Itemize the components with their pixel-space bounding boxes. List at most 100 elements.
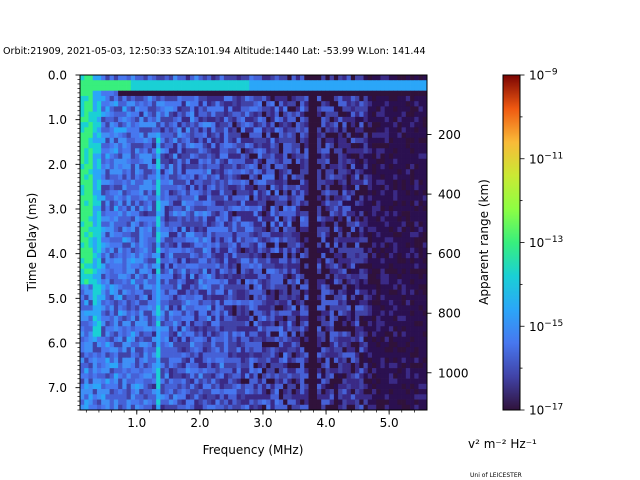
heatmap-cell	[198, 368, 204, 374]
heatmap-cell	[168, 111, 174, 118]
heatmap-cell	[190, 205, 195, 212]
heatmap-cell	[270, 352, 276, 358]
heatmap-cell	[283, 336, 288, 343]
heatmap-cell	[295, 179, 301, 186]
heatmap-cell	[397, 268, 402, 275]
heatmap-cell	[376, 179, 381, 186]
heatmap-cell	[363, 174, 369, 181]
heatmap-cell	[376, 321, 381, 327]
heatmap-cell	[266, 205, 271, 212]
heatmap-cell	[422, 273, 428, 280]
heatmap-cell	[223, 179, 229, 186]
heatmap-cell	[236, 195, 242, 201]
heatmap-cell	[355, 321, 360, 327]
heatmap-cell	[223, 389, 229, 395]
heatmap-cell	[215, 143, 220, 149]
heatmap-cell	[342, 341, 347, 348]
heatmap-cell	[223, 80, 229, 86]
heatmap-cell	[278, 352, 284, 358]
heatmap-cell	[105, 252, 110, 259]
heatmap-cell	[88, 378, 94, 385]
heatmap-cell	[338, 279, 343, 285]
heatmap-cell	[164, 378, 170, 385]
heatmap-cell	[316, 75, 322, 81]
heatmap-cell	[88, 200, 94, 207]
heatmap-cell	[304, 252, 309, 259]
heatmap-cell	[245, 336, 250, 343]
heatmap-cell	[126, 106, 132, 112]
heatmap-cell	[122, 310, 127, 317]
heatmap-cell	[84, 95, 89, 102]
heatmap-cell	[122, 226, 127, 233]
heatmap-cell	[113, 122, 119, 128]
heatmap-cell	[363, 80, 369, 86]
heatmap-cell	[363, 300, 369, 306]
heatmap-cell	[219, 122, 225, 128]
heatmap-cell	[410, 352, 415, 358]
heatmap-cell	[113, 179, 119, 186]
heatmap-cell	[219, 279, 225, 285]
heatmap-cell	[321, 326, 326, 332]
heatmap-cell	[173, 357, 178, 364]
heatmap-cell	[384, 331, 390, 338]
heatmap-cell	[274, 116, 280, 123]
heatmap-cell	[206, 305, 212, 311]
heatmap-cell	[329, 315, 335, 322]
heatmap-cell	[101, 242, 106, 249]
heatmap-cell	[143, 268, 149, 275]
heatmap-cell	[270, 383, 276, 390]
heatmap-cell	[215, 158, 220, 165]
heatmap-cell	[410, 116, 415, 123]
heatmap-cell	[122, 352, 127, 358]
heatmap-cell	[223, 368, 229, 374]
heatmap-cell	[316, 116, 322, 123]
heatmap-cell	[122, 137, 127, 144]
heatmap-cell	[219, 190, 225, 196]
heatmap-cell	[346, 315, 352, 322]
heatmap-cell	[371, 184, 377, 191]
heatmap-cell	[223, 205, 229, 212]
heatmap-cell	[147, 179, 153, 186]
heatmap-cell	[410, 200, 415, 207]
heatmap-cell	[202, 111, 208, 118]
heatmap-cell	[338, 90, 343, 97]
heatmap-cell	[194, 237, 199, 243]
heatmap-cell	[304, 190, 309, 196]
heatmap-cell	[113, 116, 119, 123]
heatmap-cell	[312, 111, 318, 118]
heatmap-cell	[84, 132, 89, 139]
heatmap-cell	[393, 163, 398, 170]
heatmap-cell	[96, 80, 102, 86]
heatmap-cell	[181, 368, 187, 374]
heatmap-cell	[122, 111, 127, 118]
heatmap-cell	[359, 174, 364, 181]
heatmap-cell	[232, 289, 237, 296]
heatmap-cell	[266, 289, 271, 296]
heatmap-cell	[164, 279, 170, 285]
heatmap-cell	[130, 232, 136, 238]
heatmap-cell	[84, 352, 89, 358]
heatmap-cell	[346, 85, 352, 92]
heatmap-cell	[257, 80, 263, 86]
heatmap-cell	[384, 237, 390, 243]
heatmap-cell	[173, 85, 178, 92]
heatmap-cell	[300, 389, 305, 395]
heatmap-cell	[173, 216, 178, 222]
heatmap-cell	[215, 127, 220, 133]
heatmap-cell	[359, 300, 364, 306]
heatmap-cell	[84, 137, 89, 144]
heatmap-cell	[109, 247, 115, 254]
heatmap-cell	[283, 101, 288, 107]
heatmap-cell	[88, 195, 94, 201]
heatmap-cell	[266, 226, 271, 233]
heatmap-cell	[405, 383, 411, 390]
heatmap-cell	[202, 163, 208, 170]
heatmap-cell	[300, 268, 305, 275]
heatmap-cell	[338, 336, 343, 343]
heatmap-cell	[105, 179, 110, 186]
heatmap-cell	[422, 242, 428, 249]
heatmap-cell	[236, 247, 242, 254]
heatmap-cell	[151, 362, 157, 369]
heatmap-cell	[177, 357, 182, 364]
heatmap-cell	[92, 116, 98, 123]
